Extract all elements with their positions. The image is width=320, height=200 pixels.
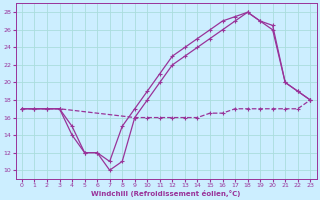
X-axis label: Windchill (Refroidissement éolien,°C): Windchill (Refroidissement éolien,°C) [92, 190, 241, 197]
